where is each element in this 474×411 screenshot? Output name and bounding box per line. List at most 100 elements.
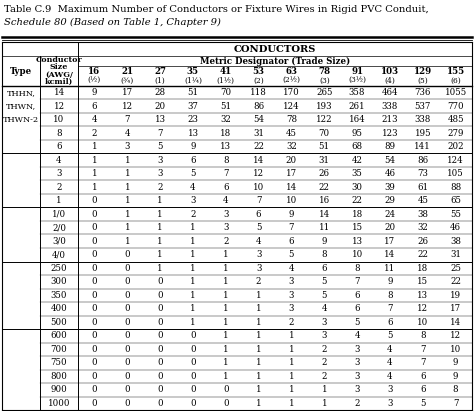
Text: 45: 45 xyxy=(286,129,297,138)
Text: (3½): (3½) xyxy=(348,76,366,84)
Text: 24: 24 xyxy=(384,210,395,219)
Text: 1: 1 xyxy=(157,196,163,205)
Text: 10: 10 xyxy=(351,250,363,259)
Text: 13: 13 xyxy=(187,129,199,138)
Text: 32: 32 xyxy=(417,223,428,232)
Text: 0: 0 xyxy=(91,291,97,300)
Text: Size: Size xyxy=(50,63,68,71)
Text: 3: 3 xyxy=(355,358,360,367)
Text: 1: 1 xyxy=(91,156,97,165)
Text: 10: 10 xyxy=(253,183,264,192)
Text: 1000: 1000 xyxy=(48,399,70,408)
Text: 0: 0 xyxy=(91,358,97,367)
Text: 12: 12 xyxy=(450,331,461,340)
Text: 1: 1 xyxy=(125,183,130,192)
Text: 2: 2 xyxy=(190,210,196,219)
Text: 3: 3 xyxy=(387,399,392,408)
Text: 6: 6 xyxy=(256,210,261,219)
Text: 35: 35 xyxy=(352,169,363,178)
Text: 1: 1 xyxy=(190,277,196,286)
Text: 1: 1 xyxy=(321,399,327,408)
Text: 0: 0 xyxy=(125,331,130,340)
Text: 5: 5 xyxy=(420,399,426,408)
Text: 1: 1 xyxy=(223,291,228,300)
Text: 105: 105 xyxy=(447,169,464,178)
Text: 30: 30 xyxy=(352,183,363,192)
Text: 5: 5 xyxy=(289,250,294,259)
Text: 1: 1 xyxy=(223,277,228,286)
Text: 122: 122 xyxy=(316,115,333,124)
Text: 2: 2 xyxy=(321,372,327,381)
Text: 2: 2 xyxy=(157,183,163,192)
Text: 11: 11 xyxy=(319,223,330,232)
Text: 0: 0 xyxy=(223,385,228,394)
Text: 0: 0 xyxy=(91,196,97,205)
Text: 22: 22 xyxy=(352,196,363,205)
Text: 0: 0 xyxy=(91,210,97,219)
Text: 1: 1 xyxy=(190,318,196,327)
Text: Conductor: Conductor xyxy=(36,56,82,64)
Text: 32: 32 xyxy=(220,115,231,124)
Text: 1: 1 xyxy=(157,237,163,246)
Text: 2: 2 xyxy=(256,277,261,286)
Text: 15: 15 xyxy=(352,223,363,232)
Text: Schedule 80 (Based on Table 1, Chapter 9): Schedule 80 (Based on Table 1, Chapter 9… xyxy=(4,18,221,27)
Text: 38: 38 xyxy=(417,210,428,219)
Text: 8: 8 xyxy=(420,331,426,340)
Text: 19: 19 xyxy=(450,291,461,300)
Text: 7: 7 xyxy=(420,345,426,354)
Text: 1/0: 1/0 xyxy=(52,210,66,219)
Text: 16: 16 xyxy=(319,196,330,205)
Text: 1: 1 xyxy=(125,156,130,165)
Text: (1¼): (1¼) xyxy=(184,76,202,84)
Text: 0: 0 xyxy=(157,331,163,340)
Text: 6: 6 xyxy=(190,156,196,165)
Text: 22: 22 xyxy=(253,142,264,151)
Text: 7: 7 xyxy=(256,196,261,205)
Text: 14: 14 xyxy=(253,156,264,165)
Text: 9: 9 xyxy=(289,210,294,219)
Text: 3: 3 xyxy=(157,169,163,178)
Text: 8: 8 xyxy=(223,156,228,165)
Text: 3: 3 xyxy=(223,210,228,219)
Text: 5: 5 xyxy=(321,291,327,300)
Text: 124: 124 xyxy=(447,156,464,165)
Text: 900: 900 xyxy=(51,385,67,394)
Text: 3: 3 xyxy=(289,304,294,313)
Text: 10: 10 xyxy=(417,318,428,327)
Text: 10: 10 xyxy=(450,345,461,354)
Text: 1: 1 xyxy=(125,169,130,178)
Text: 1: 1 xyxy=(256,399,261,408)
Text: 129: 129 xyxy=(414,67,432,76)
Text: 91: 91 xyxy=(351,67,363,76)
Text: 0: 0 xyxy=(190,399,196,408)
Text: 18: 18 xyxy=(220,129,231,138)
Text: 0: 0 xyxy=(91,318,97,327)
Text: (4): (4) xyxy=(384,76,395,84)
Text: 485: 485 xyxy=(447,115,464,124)
Text: 8: 8 xyxy=(321,250,327,259)
Text: 9: 9 xyxy=(190,142,196,151)
Text: 9: 9 xyxy=(91,88,97,97)
Text: 22: 22 xyxy=(417,250,428,259)
Text: 3: 3 xyxy=(387,385,392,394)
Text: 2: 2 xyxy=(355,399,360,408)
Text: THWN-2: THWN-2 xyxy=(3,116,39,124)
Text: 0: 0 xyxy=(91,223,97,232)
Text: 1: 1 xyxy=(157,210,163,219)
Text: 0: 0 xyxy=(125,264,130,273)
Text: THHN,: THHN, xyxy=(7,89,36,97)
Text: 3: 3 xyxy=(256,250,261,259)
Text: (½): (½) xyxy=(88,76,101,84)
Text: 1: 1 xyxy=(56,196,62,205)
Text: 6: 6 xyxy=(387,318,392,327)
Text: 4: 4 xyxy=(387,372,392,381)
Text: 14: 14 xyxy=(384,250,395,259)
Text: 11: 11 xyxy=(384,264,395,273)
Text: 0: 0 xyxy=(157,385,163,394)
Text: 2: 2 xyxy=(223,237,228,246)
Text: 17: 17 xyxy=(450,304,461,313)
Text: 338: 338 xyxy=(415,115,431,124)
Text: 3: 3 xyxy=(289,277,294,286)
Text: 8: 8 xyxy=(453,385,458,394)
